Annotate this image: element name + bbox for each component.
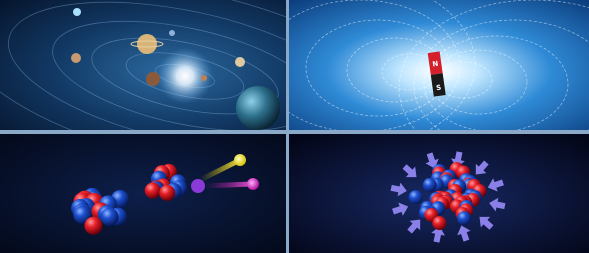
divider [286,0,289,253]
planet [146,72,160,86]
nucleon [101,208,119,226]
fission-panel [0,134,286,253]
nucleon [145,183,161,199]
planet [169,30,175,36]
nucleon [159,185,175,201]
nucleon [432,216,446,230]
planet [201,75,207,81]
particle [247,178,259,190]
nucleon [423,178,437,192]
particle-trail [205,184,252,186]
nucleon [84,217,102,235]
neutron [191,179,205,193]
fusion-panel [289,134,589,253]
particle [234,154,246,166]
page: N S (() => { const data = JSON.parse(doc… [0,0,589,253]
divider [0,130,589,134]
planet [73,8,81,16]
planet [235,57,245,67]
nucleon [409,190,423,204]
planet [137,34,157,54]
panel-background [0,134,286,253]
planet [71,53,81,63]
earth [236,86,280,130]
nucleon [457,211,471,225]
illustration: N S [0,0,589,253]
